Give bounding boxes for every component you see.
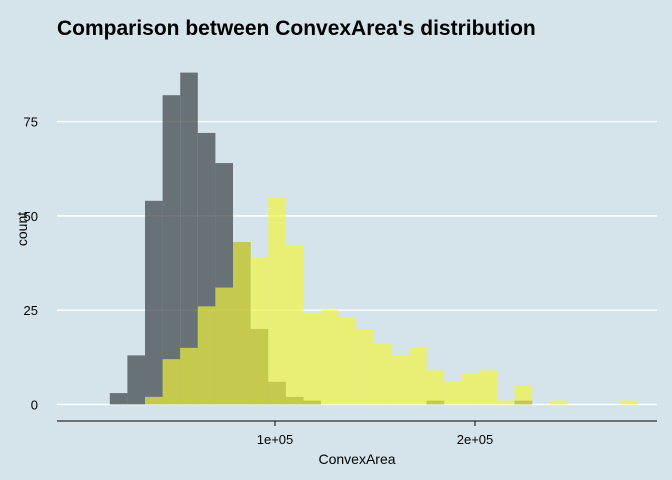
bar-series-1-19 (479, 370, 497, 405)
x-tick-label-1: 2e+05 (457, 432, 494, 447)
y-tick-label-0: 0 (31, 397, 38, 412)
y-axis-label: count (14, 212, 30, 246)
bar-series-1-20 (497, 400, 515, 405)
y-axis-ticks: 0 25 50 75 (24, 115, 38, 413)
bar-series-1-16 (426, 370, 445, 405)
x-tick-label-0: 1e+05 (257, 432, 294, 447)
bar-series-1-9 (303, 313, 321, 405)
histogram-bars (109, 72, 638, 405)
bar-series-1-7 (268, 197, 286, 405)
bar-series-1-22 (549, 400, 568, 405)
bar-series-1-11 (338, 317, 357, 405)
chart-title: Comparison between ConvexArea's distribu… (57, 17, 536, 40)
bar-series-1-12 (356, 328, 374, 405)
bar-series-1-14 (391, 355, 409, 405)
bar-series-1-10 (321, 310, 339, 405)
bar-series-0-4 (180, 72, 198, 405)
bar-series-1-23 (620, 400, 638, 405)
x-axis-label: ConvexArea (318, 451, 395, 467)
y-tick-label-3: 75 (24, 115, 38, 130)
bar-series-1-0 (145, 396, 163, 405)
bar-series-0-3 (162, 95, 181, 405)
bar-series-1-6 (250, 257, 269, 405)
bar-series-1-2 (180, 347, 198, 405)
bar-series-1-18 (461, 374, 480, 405)
bar-series-1-15 (409, 347, 427, 405)
bar-series-1-1 (162, 359, 181, 405)
bar-series-1-8 (285, 246, 304, 405)
bar-series-1-4 (215, 287, 233, 405)
bar-series-1-13 (373, 344, 392, 405)
series-1 (145, 197, 638, 405)
x-axis-ticks: 1e+05 2e+05 (257, 421, 494, 447)
y-tick-label-2: 50 (24, 209, 38, 224)
bar-series-1-21 (514, 385, 533, 405)
bar-series-1-5 (233, 242, 251, 405)
bar-series-1-17 (444, 381, 462, 405)
bar-series-0-2 (145, 200, 163, 405)
y-tick-label-1: 25 (24, 303, 38, 318)
bar-series-1-3 (197, 306, 216, 405)
bar-series-0-0 (109, 393, 128, 405)
bar-series-0-1 (127, 355, 145, 405)
